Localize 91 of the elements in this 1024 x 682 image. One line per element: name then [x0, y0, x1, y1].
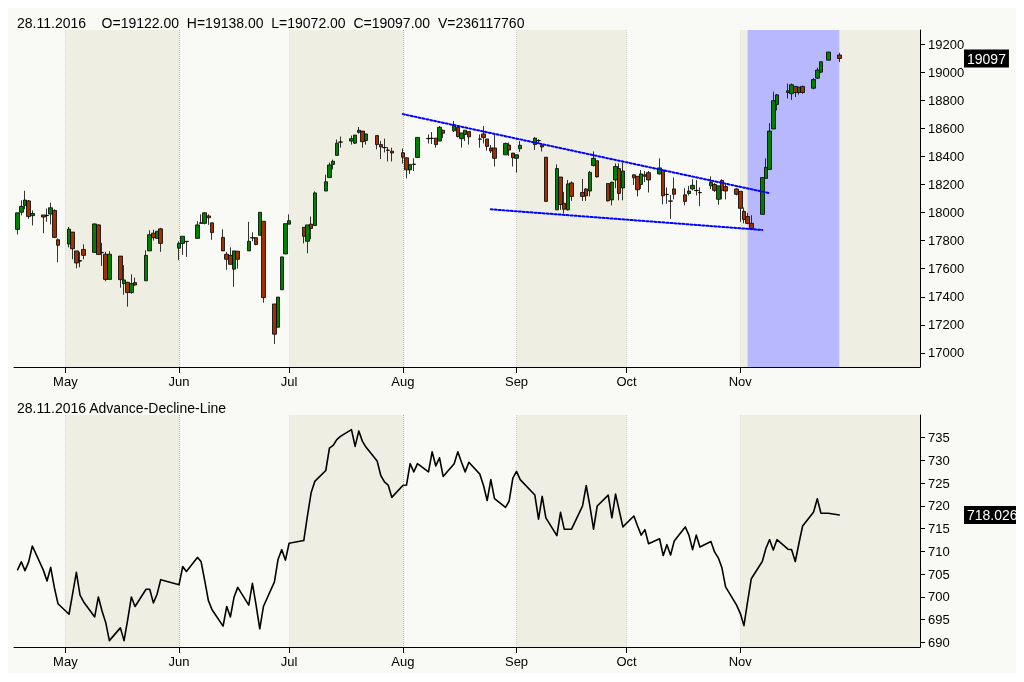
- y-tick-label: 710: [928, 543, 950, 559]
- x-tick-label: Jul: [280, 374, 298, 389]
- y-tick-label: 18000: [928, 205, 965, 221]
- y-tick-label: 17200: [928, 317, 965, 333]
- candlestick: [412, 157, 416, 172]
- candlestick: [335, 139, 339, 156]
- y-tick-label: 18200: [928, 176, 965, 192]
- candlestick: [518, 140, 522, 153]
- candlestick: [221, 228, 225, 252]
- y-tick-label: 700: [928, 589, 950, 605]
- y-tick-label: 690: [928, 634, 950, 650]
- candlestick: [467, 131, 471, 145]
- x-tick-label: Jul: [280, 654, 298, 669]
- y-tick-label: 17400: [928, 289, 965, 305]
- y-tick-label: 18800: [928, 92, 965, 108]
- candlestick: [430, 131, 434, 145]
- candlestick: [588, 170, 592, 197]
- x-tick-label: Sep: [504, 654, 529, 669]
- candlestick: [158, 227, 163, 253]
- candlestick: [786, 83, 790, 99]
- candlestick: [555, 163, 559, 211]
- x-tick-label: Nov: [728, 374, 753, 389]
- y-tick-label: 735: [928, 430, 950, 446]
- y-tick-label: 17000: [928, 345, 965, 361]
- x-tick-label: Sep: [504, 374, 529, 389]
- candlestick: [617, 163, 621, 201]
- y-tick-label: 720: [928, 498, 950, 514]
- y-tick-label: 19200: [928, 36, 965, 52]
- candlestick: [797, 86, 801, 95]
- candlestick: [349, 135, 354, 145]
- chart-title: 28.11.2016 Advance-Decline-Line: [17, 400, 227, 416]
- candlestick: [426, 134, 431, 144]
- candlestick: [184, 240, 189, 258]
- candlestick: [360, 130, 365, 149]
- candlestick: [683, 187, 687, 206]
- y-tick-label: 695: [928, 612, 950, 628]
- candlestick: [566, 179, 570, 211]
- candlestick: [544, 156, 548, 202]
- candlestick: [800, 85, 805, 95]
- candlestick: [789, 83, 794, 101]
- candlestick: [224, 251, 229, 271]
- y-tick-label: 705: [928, 566, 950, 582]
- candlestick: [690, 178, 695, 191]
- candlestick: [826, 51, 831, 61]
- candlestick: [177, 240, 181, 261]
- candlestick: [580, 178, 585, 202]
- x-tick-label: Aug: [391, 374, 415, 389]
- line-series: [16, 428, 841, 642]
- candlestick: [507, 142, 511, 157]
- x-tick-label: Aug: [391, 654, 415, 669]
- candlestick: [646, 170, 651, 193]
- y-tick-label: 730: [928, 452, 950, 468]
- candlestick: [247, 221, 251, 252]
- candlestick: [749, 214, 754, 230]
- candlestick: [180, 235, 185, 256]
- y-tick-label: 17800: [928, 233, 965, 249]
- candlestick: [738, 190, 743, 223]
- candlestick: [390, 147, 394, 162]
- x-tick-label: Jun: [168, 654, 190, 669]
- candlestick: [621, 162, 625, 201]
- x-tick-label: May: [53, 374, 79, 389]
- y-tick-label: 725: [928, 475, 950, 491]
- x-tick-label: Oct: [616, 374, 638, 389]
- x-tick-label: May: [53, 654, 79, 669]
- text: 19097: [967, 50, 1007, 67]
- y-tick-label: 18600: [928, 120, 965, 136]
- candlestick: [793, 86, 798, 98]
- candlestick: [353, 134, 357, 145]
- candlestick: [672, 177, 676, 200]
- x-tick-label: Jun: [168, 374, 190, 389]
- candlestick: [441, 129, 445, 139]
- chart-title: 28.11.2016 O=19122.00 H=19138.00 L=19072.00 C=19097.00 V=236117760: [17, 15, 525, 31]
- candlestick: [837, 52, 842, 63]
- candlestick: [202, 211, 207, 225]
- y-tick-label: 715: [928, 521, 950, 537]
- x-tick-label: Oct: [616, 654, 638, 669]
- candlestick: [415, 137, 420, 158]
- candlestick: [107, 250, 112, 280]
- y-tick-label: 18400: [928, 148, 965, 164]
- candlestick: [514, 154, 519, 173]
- candlestick: [503, 142, 508, 156]
- y-tick-label: 17600: [928, 261, 965, 277]
- candlestick: [723, 183, 728, 200]
- candlestick: [540, 144, 544, 152]
- x-tick-label: Nov: [728, 654, 753, 669]
- candlestick: [709, 175, 713, 190]
- candlestick: [364, 133, 368, 145]
- candlestick: [232, 250, 236, 288]
- y-tick-label: 19000: [928, 64, 965, 80]
- candlestick: [606, 183, 610, 202]
- candlestick: [492, 134, 497, 167]
